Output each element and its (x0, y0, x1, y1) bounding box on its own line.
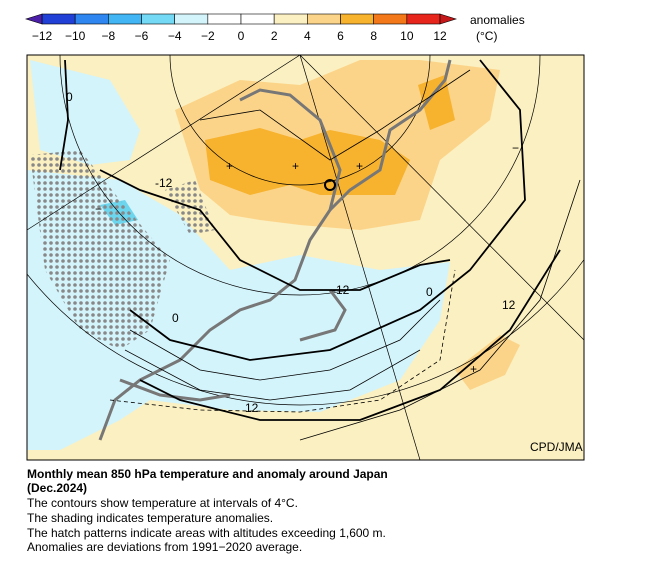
cold-anomaly (30, 60, 140, 165)
contour-center (324, 179, 336, 191)
coastline (98, 59, 452, 441)
legend-unit: (°C) (476, 29, 497, 43)
contour-label: -12 (332, 283, 350, 297)
high-symbol: + (356, 159, 363, 173)
colorbar-tick-label: −10 (65, 29, 86, 43)
colorbar-tick-label: −6 (135, 29, 149, 43)
low-symbol: − (95, 202, 102, 216)
contour-label: 0 (426, 285, 433, 299)
colorbar-segment (174, 13, 209, 25)
contour-labels: 0 -12 0 -12 0 12 12 (66, 90, 516, 415)
colorbar-tick-label: 10 (400, 29, 414, 43)
colorbar-segment (41, 13, 76, 25)
colorbar-tick-label: 2 (271, 29, 278, 43)
legend-title: anomalies (470, 13, 525, 27)
contour-label: 0 (172, 311, 179, 325)
high-symbol: + (470, 362, 477, 376)
colorbar-segment (108, 13, 142, 25)
colorbar-tick-label: 4 (304, 29, 311, 43)
colorbar-segment (406, 13, 441, 25)
contour-label: -12 (155, 176, 173, 190)
contour-label: 12 (245, 401, 259, 415)
map-frame (26, 54, 585, 461)
credit: CPD/JMA (530, 440, 583, 454)
high-terrain (30, 150, 215, 350)
warm-anomaly (418, 75, 455, 130)
colorbar-tick-label: −12 (32, 29, 53, 43)
colorbar-segment (74, 13, 109, 25)
colorbar-arrow (439, 13, 458, 25)
colorbar-tick-label: 6 (337, 29, 344, 43)
colorbar-segment (373, 13, 408, 25)
colorbar-tick-label: −4 (168, 29, 182, 43)
contours (59, 59, 581, 441)
caption-line: The hatch patterns indicate areas with a… (27, 526, 386, 540)
zero-anomaly (109, 269, 456, 413)
colorbar-tick-label: −2 (201, 29, 215, 43)
colorbar-arrow (24, 13, 43, 25)
caption-line: The contours show temperature at interva… (27, 496, 298, 510)
colorbar-segment (340, 13, 374, 25)
contour-label: 12 (502, 298, 516, 312)
caption-period: (Dec.2024) (27, 481, 87, 495)
colorbar-tick-label: 0 (238, 29, 245, 43)
colorbar-tick-label: 8 (370, 29, 377, 43)
center-symbols: + + + + − − (95, 141, 519, 376)
high-symbol: + (226, 159, 233, 173)
caption-title: Monthly mean 850 hPa temperature and ano… (27, 467, 388, 481)
map (27, 55, 584, 460)
warm-anomaly (205, 128, 410, 195)
high-symbol: + (292, 159, 299, 173)
colorbar-segment (273, 13, 308, 25)
colorbar-tick-label: −8 (101, 29, 115, 43)
low-symbol: − (512, 141, 519, 155)
contour-label: 0 (66, 90, 73, 104)
colorbar-segment (240, 13, 275, 25)
colorbar-segment (207, 13, 242, 25)
colorbar: −12 −10 −8 −6 −4 −2 0 2 4 6 8 10 12 (24, 13, 458, 43)
caption-line: Anomalies are deviations from 1991−2020 … (27, 540, 302, 554)
colorbar-segment (307, 13, 341, 25)
warm-anomaly (455, 335, 520, 390)
colorbar-segment (141, 13, 175, 25)
caption-line: The shading indicates temperature anomal… (27, 511, 273, 525)
colorbar-tick-label: 12 (433, 29, 447, 43)
